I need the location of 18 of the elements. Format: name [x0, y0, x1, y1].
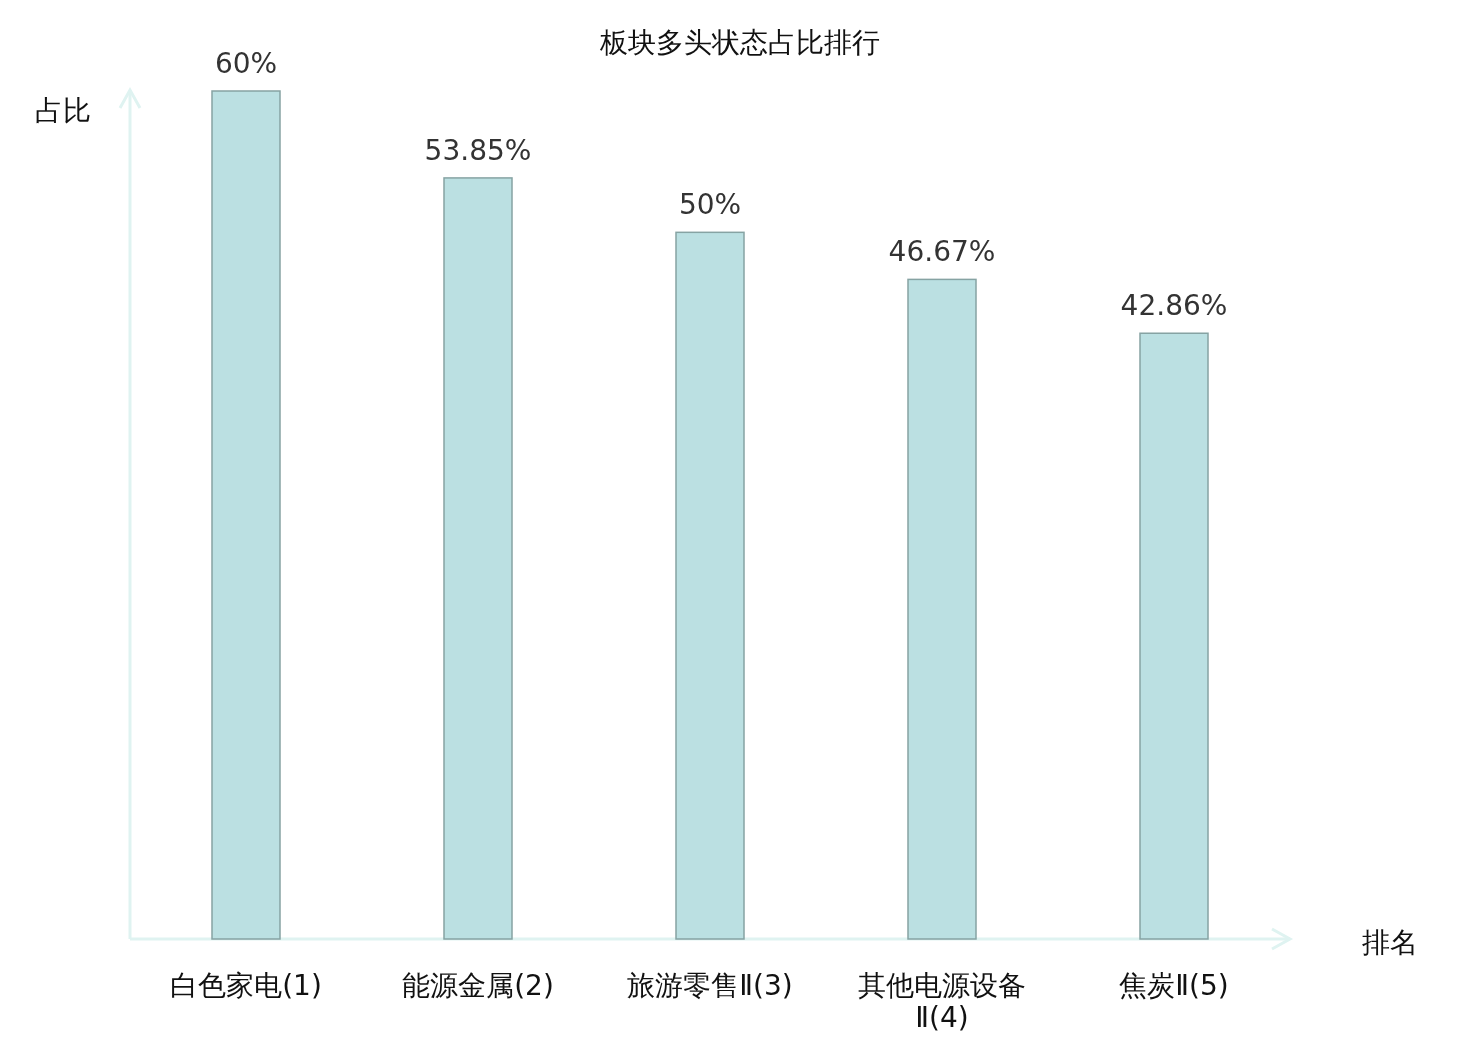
- data-label: 53.85%: [424, 133, 532, 167]
- data-label: 60%: [214, 47, 278, 80]
- x-tick-label: 能源金属(2): [402, 969, 554, 1002]
- x-tick-label: 白色家电(1): [170, 969, 322, 1002]
- x-tick-label: 焦炭Ⅱ(5): [1119, 969, 1229, 1002]
- data-label: 42.86%: [1120, 289, 1228, 323]
- bar: [1139, 332, 1209, 940]
- bar: [443, 177, 513, 940]
- data-label: 50%: [678, 188, 742, 222]
- y-axis-title: 占比: [35, 94, 91, 127]
- x-axis-title: 排名: [1362, 926, 1418, 959]
- x-tick-label: 其他电源设备Ⅱ(4): [858, 969, 1026, 1034]
- data-label: 46.67%: [888, 235, 996, 269]
- bar: [907, 278, 977, 940]
- x-tick-label: 旅游零售Ⅱ(3): [627, 969, 793, 1002]
- bar: [675, 231, 745, 940]
- bar: [211, 90, 281, 940]
- chart-title: 板块多头状态占比排行: [599, 26, 880, 59]
